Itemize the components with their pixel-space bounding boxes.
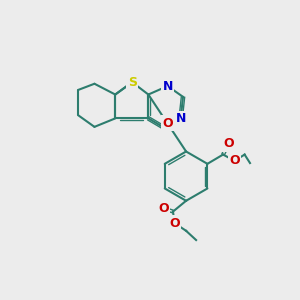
Text: O: O [158, 202, 169, 215]
Text: O: O [229, 154, 240, 167]
Text: O: O [223, 137, 234, 150]
Text: N: N [162, 80, 173, 92]
Text: O: O [162, 116, 172, 130]
Text: S: S [128, 76, 137, 89]
Text: O: O [169, 217, 180, 230]
Text: N: N [176, 112, 186, 125]
